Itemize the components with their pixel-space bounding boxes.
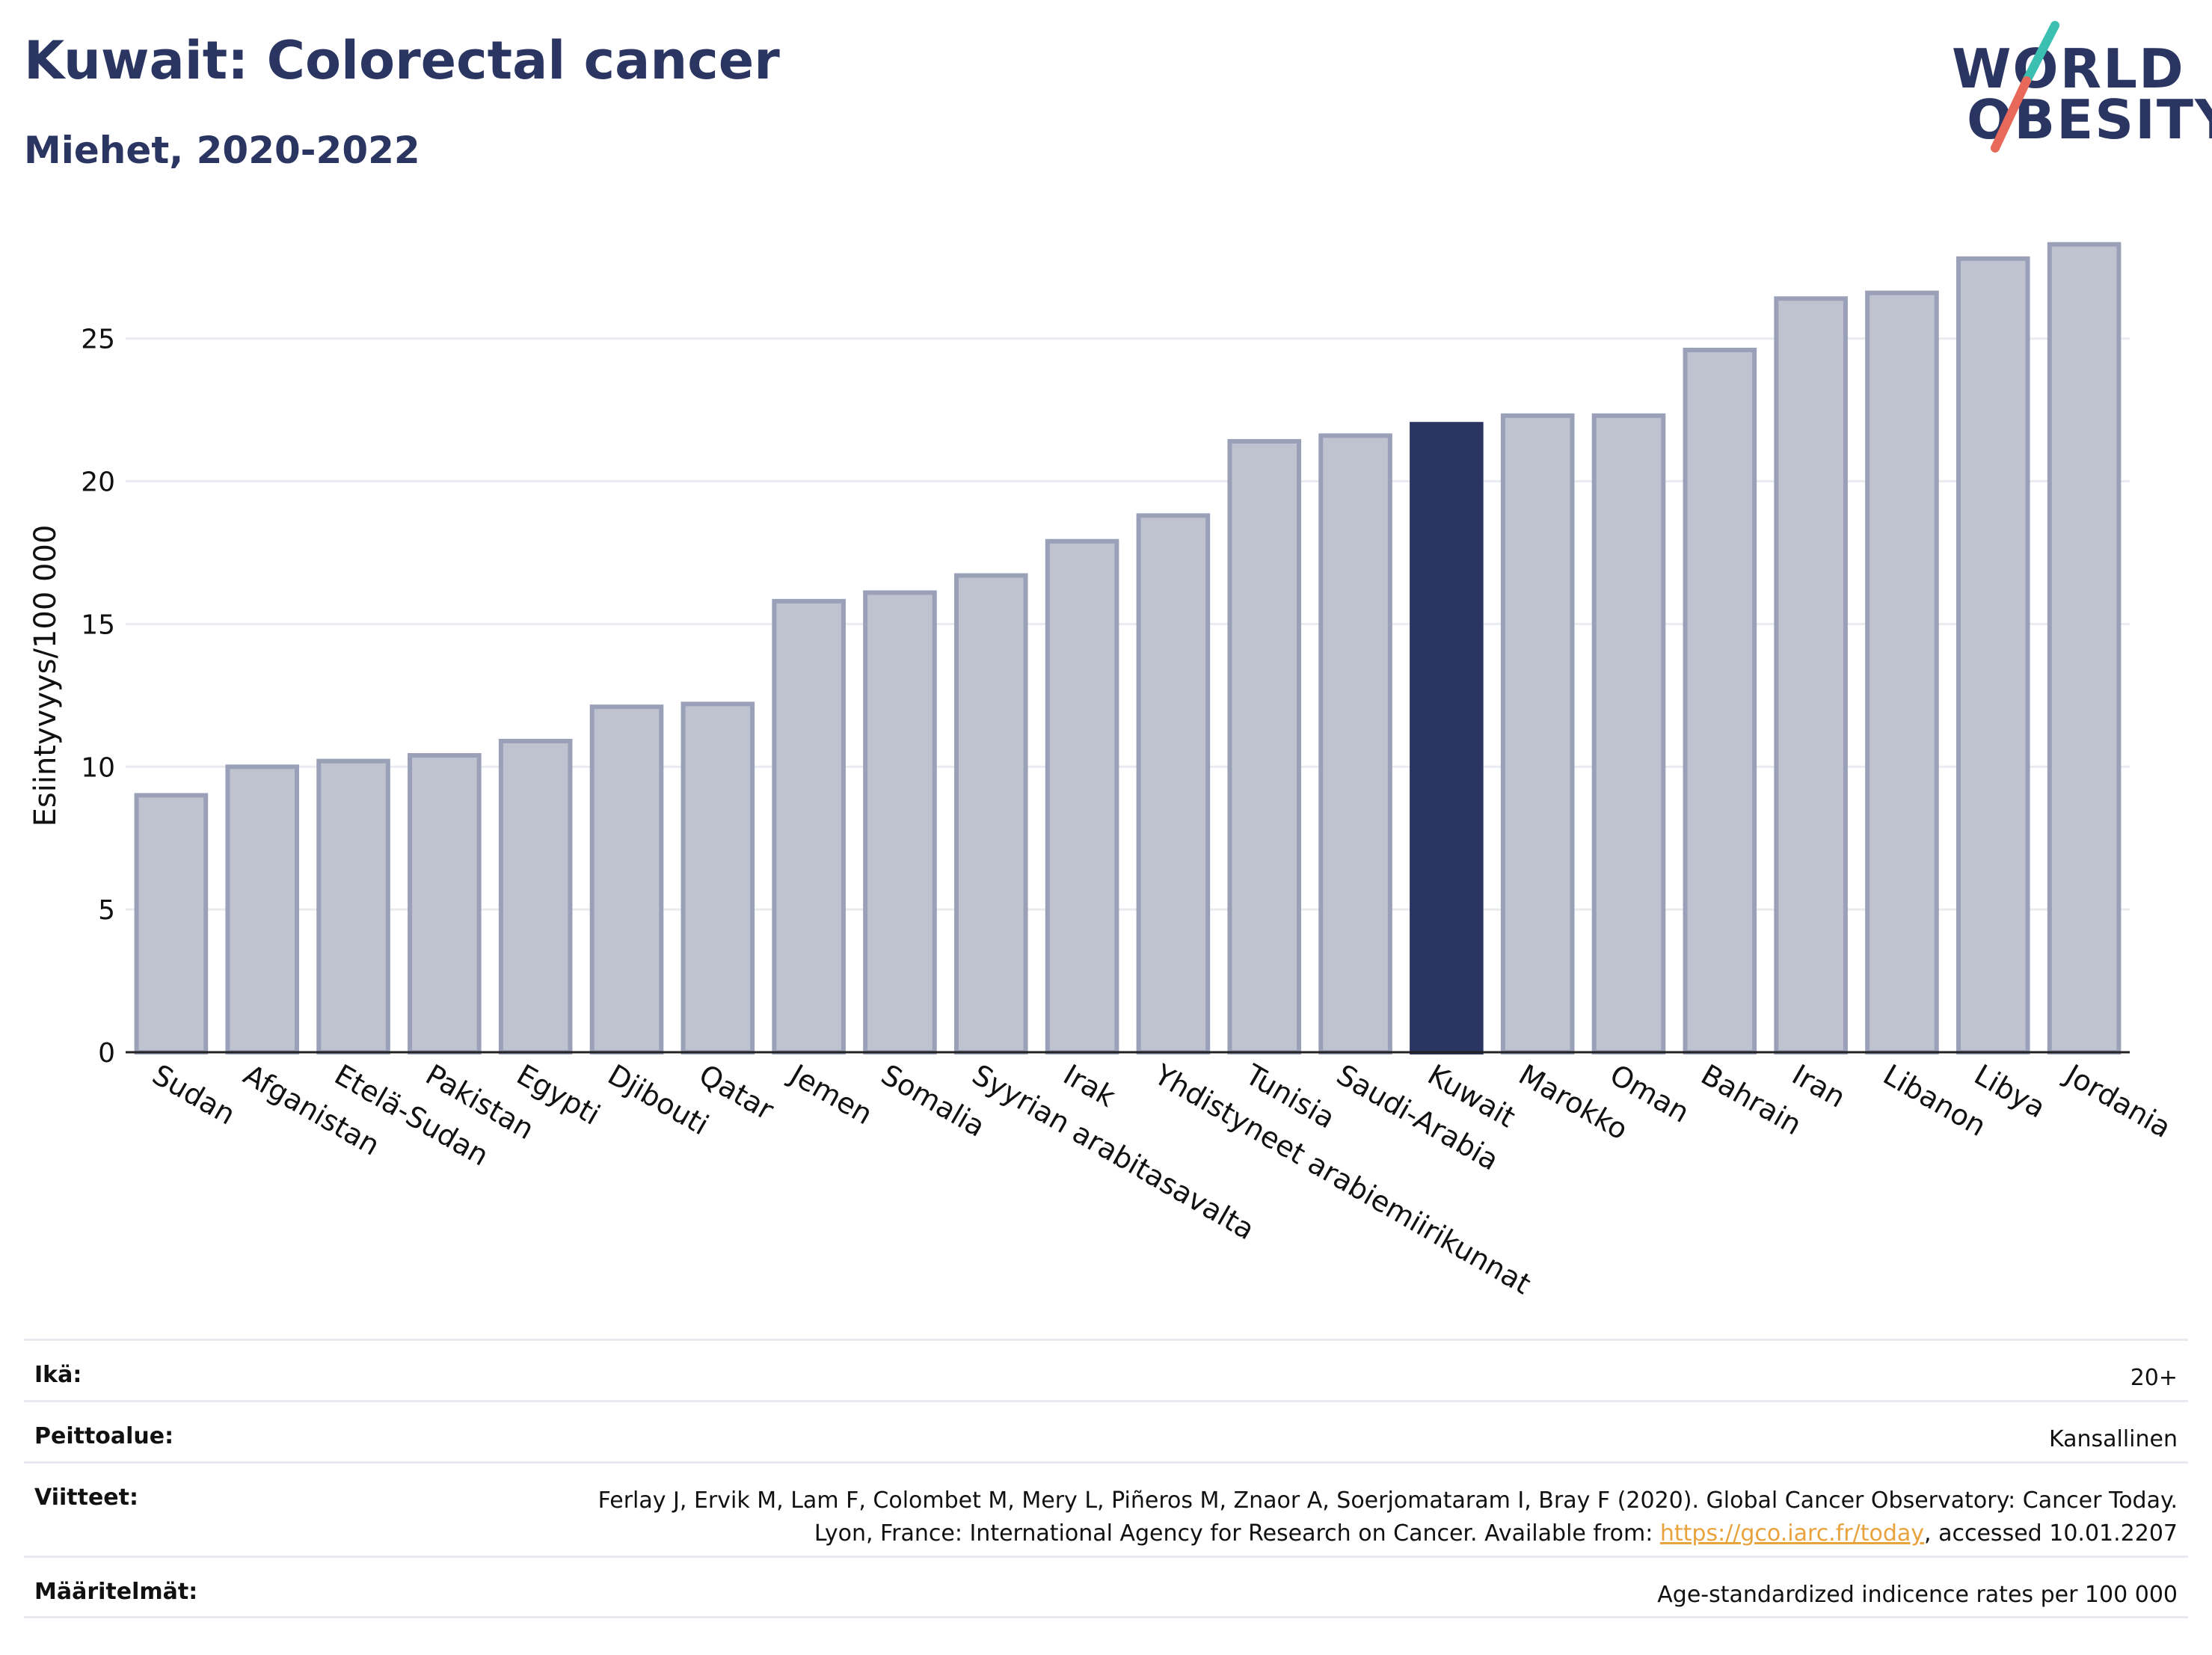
meta-row-references: Viitteet: Ferlay J, Ervik M, Lam F, Colo… — [24, 1461, 2188, 1556]
bar — [1956, 256, 2030, 1054]
bar — [1227, 439, 1302, 1054]
meta-row-age: Ikä: 20+ — [24, 1339, 2188, 1400]
metadata-table: Ikä: 20+ Peittoalue: Kansallinen Viittee… — [24, 1339, 2188, 1618]
bar — [863, 590, 937, 1054]
y-tick-label: 20 — [81, 467, 115, 498]
meta-label-references: Viitteet: — [34, 1484, 138, 1511]
y-tick-label: 5 — [98, 895, 115, 926]
x-tick-label: Libanon — [1878, 1058, 1991, 1143]
bars — [134, 242, 2122, 1055]
x-tick-label: Somalia — [876, 1058, 991, 1143]
bar — [2047, 242, 2122, 1054]
meta-row-definitions: Määritelmät: Age-standardized indicence … — [24, 1556, 2188, 1618]
bar-highlight — [1410, 422, 1484, 1054]
meta-value-definitions: Age-standardized indicence rates per 100… — [1657, 1582, 2178, 1608]
meta-value-coverage: Kansallinen — [2048, 1426, 2178, 1452]
x-tick-label: Jemen — [783, 1057, 878, 1132]
x-tick-label: Sudan — [147, 1058, 241, 1132]
bar — [316, 758, 390, 1054]
meta-value-age: 20+ — [2130, 1365, 2178, 1391]
y-tick-label: 15 — [81, 610, 115, 640]
bar-chart: 0 5 10 15 20 25 SudanAfganistanEtelä-SudanPak… — [28, 242, 2177, 1301]
bar — [1136, 513, 1211, 1054]
bar — [953, 573, 1028, 1054]
y-axis-ticks: 0 5 10 15 20 25 — [81, 325, 115, 1069]
bar — [1045, 538, 1119, 1054]
x-tick-label: Irak — [1058, 1058, 1121, 1114]
page-subtitle: Miehet, 2020-2022 — [24, 129, 420, 172]
logo-slash-icon — [1991, 21, 2059, 153]
bar — [1591, 413, 1666, 1054]
y-tick-label: 0 — [98, 1038, 115, 1069]
meta-label-coverage: Peittoalue: — [34, 1423, 174, 1449]
bar — [589, 704, 664, 1054]
y-tick-label: 25 — [81, 325, 115, 355]
meta-value-references: Ferlay J, Ervik M, Lam F, Colombet M, Me… — [532, 1484, 2178, 1550]
bar — [1865, 290, 1939, 1055]
bar — [1318, 433, 1392, 1054]
reference-text-end: , accessed 10.01.2207 — [1924, 1520, 2178, 1547]
reference-link[interactable]: https://gco.iarc.fr/today — [1659, 1520, 1925, 1547]
meta-label-definitions: Määritelmät: — [34, 1579, 198, 1605]
bar — [408, 753, 482, 1054]
bar — [772, 598, 846, 1054]
bar — [1500, 413, 1575, 1054]
y-axis-label: Esiintyvyys/100 000 — [28, 525, 63, 827]
bar — [681, 701, 755, 1055]
y-tick-label: 10 — [81, 752, 115, 783]
x-tick-label: Bahrain — [1695, 1058, 1807, 1142]
x-tick-label: Jordania — [2059, 1057, 2177, 1144]
logo-line-1: WORLD — [1952, 37, 2185, 100]
bar — [1683, 347, 1757, 1054]
bar — [1774, 296, 1848, 1054]
world-obesity-logo: WORLD OBESITY — [1952, 19, 2212, 162]
bar — [498, 738, 573, 1055]
page-title: Kuwait: Colorectal cancer — [24, 30, 780, 91]
bar — [134, 793, 209, 1054]
x-tick-label: Djibouti — [603, 1058, 715, 1142]
meta-row-coverage: Peittoalue: Kansallinen — [24, 1400, 2188, 1461]
x-tick-label: Iran — [1787, 1058, 1851, 1114]
x-axis-ticks: SudanAfganistanEtelä-SudanPakistanEgypti… — [147, 1057, 2176, 1301]
bar — [225, 764, 300, 1055]
meta-label-age: Ikä: — [34, 1362, 82, 1388]
reference-text: Ferlay J, Ervik M, Lam F, Colombet M, Me… — [597, 1487, 2178, 1547]
